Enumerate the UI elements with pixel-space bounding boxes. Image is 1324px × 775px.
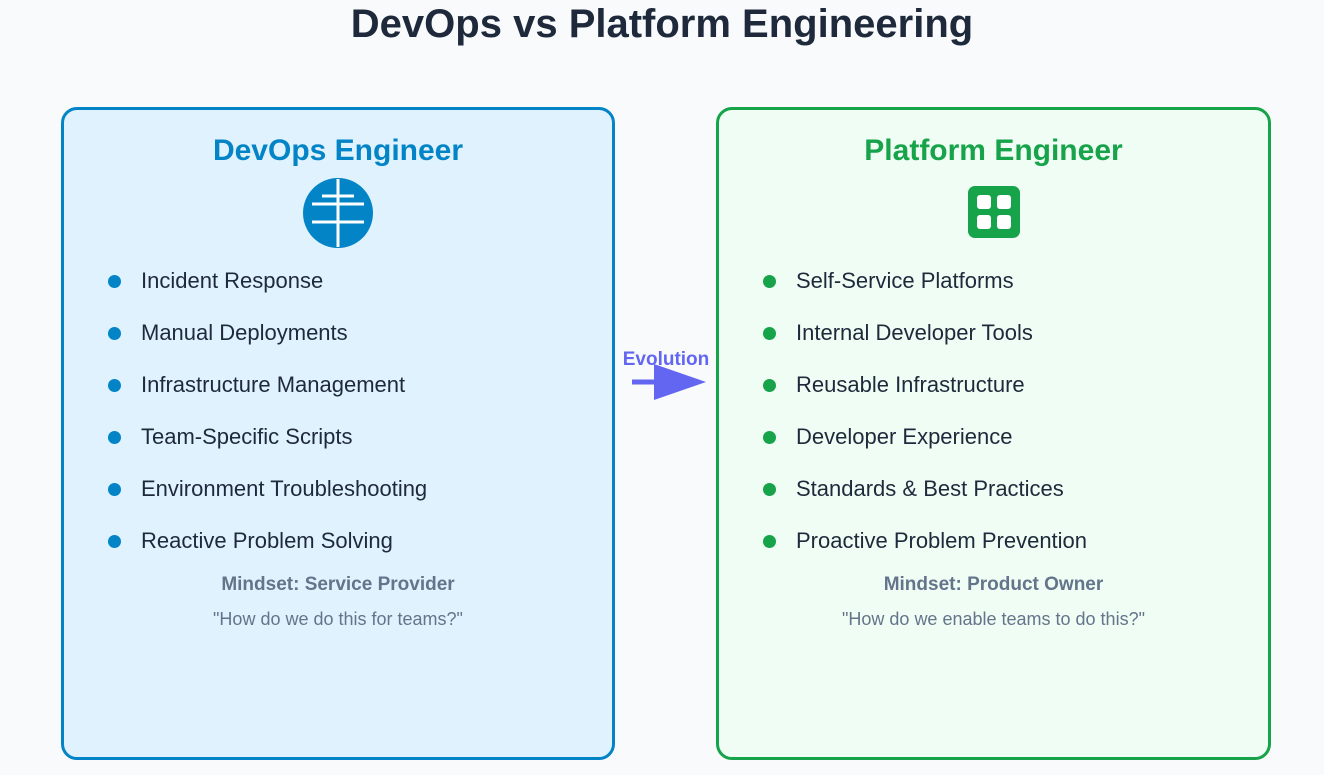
devops-panel: DevOps Engineer Incident Response Manual… (61, 107, 615, 760)
list-item: Environment Troubleshooting (64, 474, 427, 526)
list-item: Standards & Best Practices (719, 474, 1087, 526)
list-item: Reactive Problem Solving (64, 526, 427, 578)
grid-icon (967, 186, 1020, 238)
platform-panel: Platform Engineer Self-Service Platforms… (716, 107, 1271, 760)
list-item: Infrastructure Management (64, 370, 427, 422)
list-item: Reusable Infrastructure (719, 370, 1087, 422)
bullet-icon (108, 535, 121, 548)
devops-quote: "How do we do this for teams?" (213, 609, 463, 629)
list-item: Team-Specific Scripts (64, 422, 427, 474)
platform-mindset: Mindset: Product Owner (883, 574, 1104, 595)
network-tower-icon (303, 178, 373, 248)
bullet-icon (108, 275, 121, 288)
arrow-right-icon (632, 364, 706, 400)
bullet-icon (763, 275, 776, 288)
list-item: Developer Experience (719, 422, 1087, 474)
bullet-icon (763, 483, 776, 496)
bullet-icon (108, 327, 121, 340)
devops-title: DevOps Engineer (212, 134, 464, 167)
bullet-icon (763, 431, 776, 444)
evolution-label: Evolution (622, 349, 710, 370)
platform-quote: "How do we enable teams to do this?" (842, 609, 1145, 629)
devops-list: Incident Response Manual Deployments Inf… (64, 266, 427, 578)
bullet-icon (108, 483, 121, 496)
platform-list: Self-Service Platforms Internal Develope… (719, 266, 1087, 578)
bullet-icon (108, 379, 121, 392)
platform-title: Platform Engineer (864, 134, 1123, 167)
bullet-icon (763, 327, 776, 340)
list-item: Self-Service Platforms (719, 266, 1087, 318)
list-item: Incident Response (64, 266, 427, 318)
bullet-icon (763, 535, 776, 548)
page-title: DevOps vs Platform Engineering (350, 2, 974, 46)
list-item: Manual Deployments (64, 318, 427, 370)
list-item: Proactive Problem Prevention (719, 526, 1087, 578)
bullet-icon (763, 379, 776, 392)
devops-mindset: Mindset: Service Provider (221, 574, 455, 595)
list-item: Internal Developer Tools (719, 318, 1087, 370)
bullet-icon (108, 431, 121, 444)
